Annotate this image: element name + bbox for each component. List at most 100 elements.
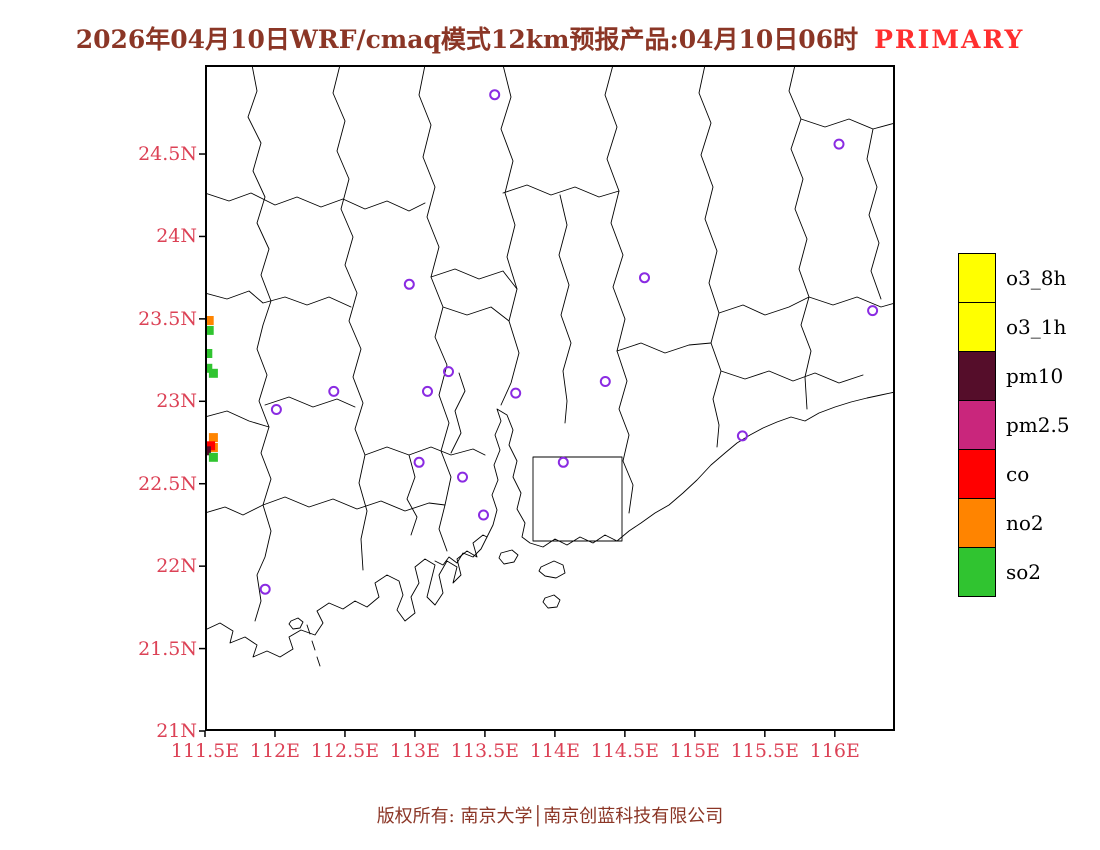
region-box (532, 456, 623, 542)
pollutant-legend: o3_8h o3_1h pm10 pm2.5 co no2 so2 (958, 253, 1070, 597)
legend-item-so2: so2 (958, 547, 1070, 597)
legend-swatch (958, 351, 996, 401)
dashed-boundary (306, 624, 321, 667)
y-axis-label: 21N (156, 720, 197, 742)
x-axis-label: 113.5E (450, 740, 520, 762)
legend-label: o3_8h (1006, 266, 1067, 290)
island (498, 549, 519, 565)
y-axis-label: 23.5N (138, 307, 197, 330)
boundary (616, 342, 712, 354)
legend-swatch (958, 253, 996, 303)
map-data-layer (205, 89, 879, 595)
boundary (866, 128, 882, 300)
boundary (502, 184, 620, 198)
boundary (450, 372, 466, 454)
legend-item-pm2_5: pm2.5 (958, 400, 1070, 450)
station-marker (478, 509, 489, 521)
y-axis-label: 24.5N (138, 143, 197, 166)
grid-cell-so2 (205, 349, 213, 358)
grid-cell-so2 (208, 368, 218, 378)
y-axis-label: 22N (156, 555, 197, 578)
y-axis-label: 21.5N (138, 637, 197, 660)
boundary (406, 454, 418, 536)
y-axis-label: 23N (156, 390, 197, 413)
legend-label: no2 (1006, 511, 1044, 535)
station-marker (413, 456, 425, 468)
station-marker (457, 471, 468, 483)
x-axis-label: 115.5E (730, 740, 799, 762)
grid-cell-co (206, 441, 216, 451)
legend-item-co: co (958, 449, 1070, 499)
grid-cell-no2 (205, 316, 214, 325)
boundary (442, 306, 510, 322)
station-marker (422, 385, 433, 397)
x-axis-label: 111.5E (170, 740, 240, 762)
legend-item-no2: no2 (958, 498, 1070, 548)
legend-item-pm10: pm10 (958, 351, 1070, 401)
boundary (800, 118, 895, 130)
legend-swatch (958, 498, 996, 548)
x-axis-label: 114E (529, 740, 580, 762)
station-marker (639, 272, 650, 284)
grid-cell-so2 (208, 452, 218, 462)
x-axis-label: 112E (249, 740, 301, 762)
station-marker (328, 385, 340, 397)
station-marker (557, 456, 569, 468)
legend-label: pm10 (1006, 364, 1064, 388)
station-marker (736, 430, 748, 442)
boundary (262, 496, 446, 512)
boundary (264, 396, 356, 408)
x-axis-label: 116E (809, 740, 860, 762)
station-marker (403, 278, 415, 290)
island (288, 617, 304, 630)
boundary (430, 268, 518, 290)
legend-swatch (958, 449, 996, 499)
x-axis-label: 114.5E (590, 740, 660, 762)
boundary (205, 410, 270, 428)
station-marker (489, 89, 501, 101)
island (538, 560, 566, 579)
boundary (332, 65, 368, 571)
x-axis-label: 112.5E (310, 740, 380, 762)
copyright-text: 版权所有: 南京大学│南京创蓝科技有限公司 (376, 806, 724, 827)
boundary (788, 65, 812, 410)
legend-item-o3_1h: o3_1h (958, 302, 1070, 352)
boundary (205, 192, 426, 212)
island (542, 594, 561, 609)
station-marker (443, 366, 454, 378)
grid-cell-no2 (208, 433, 218, 443)
boundary (718, 296, 810, 316)
grid-cell-pm10 (205, 446, 211, 456)
legend-swatch (958, 547, 996, 597)
y-axis-label: 22.5N (138, 472, 197, 495)
legend-swatch (958, 400, 996, 450)
map-border (205, 65, 895, 731)
station-marker (867, 305, 879, 317)
boundary (698, 65, 722, 448)
boundary (558, 194, 572, 424)
boundary (364, 446, 486, 456)
coastline (205, 391, 895, 658)
legend-label: co (1006, 462, 1030, 486)
station-marker (599, 376, 611, 387)
boundary (205, 290, 352, 308)
station-marker (833, 138, 845, 150)
station-marker (270, 404, 282, 415)
coastline-southwest (434, 536, 488, 566)
axis-ticks (199, 153, 836, 737)
grid-cell-so2 (205, 325, 214, 335)
forecast-map (199, 65, 895, 737)
title-bar: 2026年04月10日WRF/cmaq模式12km预报产品:04月10日06时 P… (0, 20, 1100, 56)
x-axis-label: 113E (389, 740, 441, 762)
legend-item-o3_8h: o3_8h (958, 253, 1070, 303)
grid-cell-so2 (205, 363, 213, 373)
y-axis-label: 24N (156, 225, 197, 248)
boundary (205, 504, 264, 516)
primary-tag: PRIMARY (874, 25, 1025, 54)
legend-label: so2 (1006, 560, 1042, 584)
legend-label: pm2.5 (1006, 413, 1070, 437)
boundary (604, 65, 634, 514)
station-marker (259, 583, 271, 595)
page-title: 2026年04月10日WRF/cmaq模式12km预报产品:04月10日06时 (75, 25, 859, 54)
